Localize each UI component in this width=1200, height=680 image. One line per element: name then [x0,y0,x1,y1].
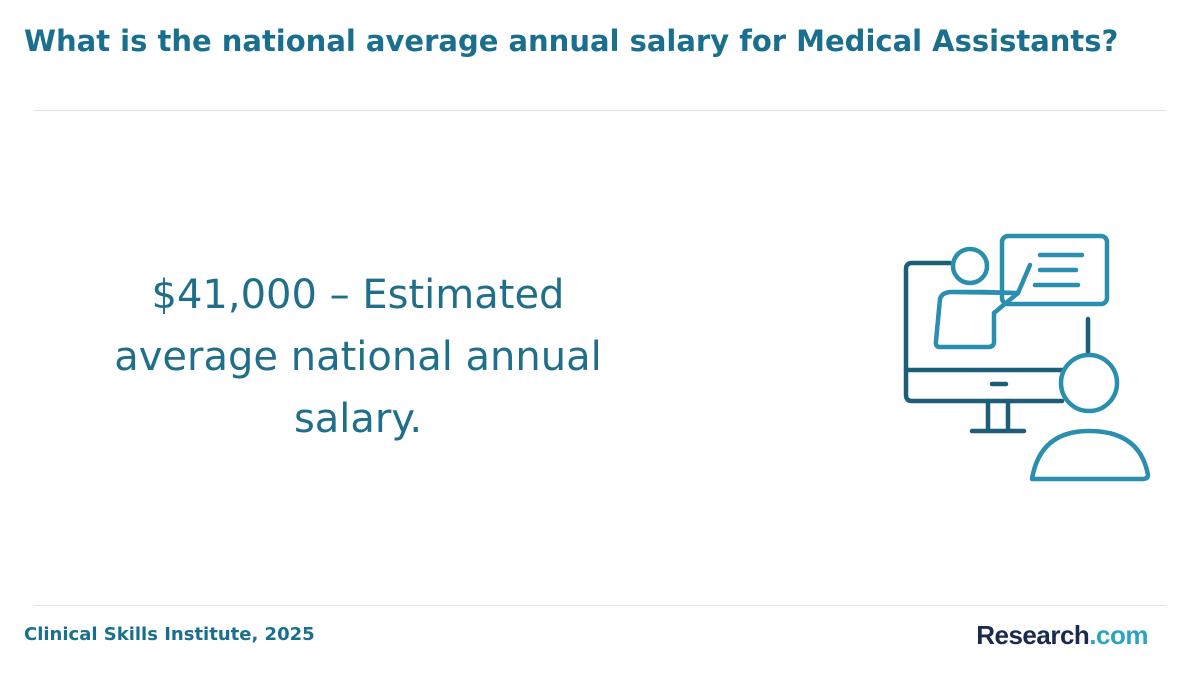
divider [34,605,1166,606]
logo-text: Research [976,620,1090,650]
source: Clinical Skills Institute, 2025 [24,624,315,645]
logo-text: .com [1089,620,1148,650]
divider [34,110,1166,111]
logo: Research.com [976,620,1148,651]
title: What is the national average annual sala… [24,24,1119,58]
statement: $41,000 – Estimated average national ann… [114,272,602,442]
teacher-icon [903,233,1151,482]
